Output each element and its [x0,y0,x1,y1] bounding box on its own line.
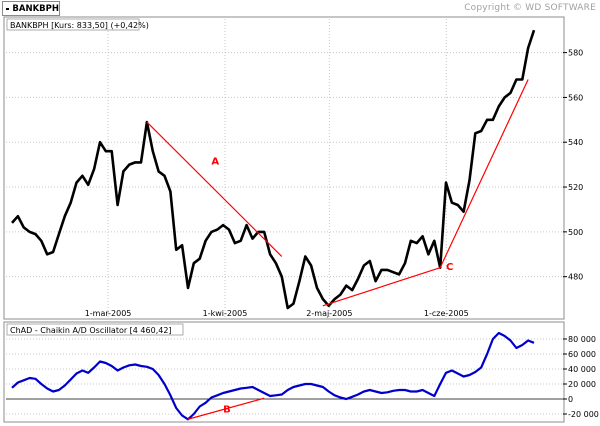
price-tick-label: 500 [568,228,583,237]
x-axis-date-label: 1-cze-2005 [424,309,469,318]
trendline[interactable] [322,267,441,307]
price-tick-label: 560 [568,93,583,102]
osc-tick-label: 0 [568,395,573,404]
top-bar: BANKBPH Copyright © WD SOFTWARE [0,0,600,18]
osc-tick-label: 60 000 [568,350,596,359]
price-x-axis: 1-mar-2005 1-kwi-2005 2-maj-2005 1-cze-2005 [85,309,469,318]
price-title-box [6,18,140,31]
trendline[interactable] [146,121,283,257]
series-line-icon [6,7,10,10]
oscillator-panel [3,321,565,423]
price-panel [3,16,565,320]
oscillator-grid [6,338,563,415]
trendline-label: A [211,157,219,168]
symbol-tab-label: BANKBPH [12,3,59,14]
osc-tick-label: 20 000 [568,380,596,389]
trendline[interactable] [187,397,265,420]
price-series [11,29,536,310]
oscillator-title-box [6,323,184,336]
oscillator-line [11,331,535,421]
oscillator-y-axis: -20 000 0 20 000 40 000 60 000 80 000 [563,335,599,419]
price-annotations: AC [211,157,453,273]
x-axis-date-label: 1-mar-2005 [85,309,132,318]
oscillator-series [11,331,535,421]
price-tick-label: 520 [568,183,583,192]
osc-tick-label: -20 000 [568,410,599,419]
symbol-tab[interactable]: BANKBPH [2,1,60,16]
oscillator-panel-title: ChAD - Chaikin A/D Oscillator [4 460,42] [10,326,172,335]
price-tick-label: 480 [568,273,583,282]
price-panel-title: BANKBPH [Kurs: 833,50] (+0,42%) [10,21,149,30]
trendline-label: B [223,405,231,416]
trendline-label: C [446,262,453,273]
price-y-axis: 480 500 520 540 560 580 [563,49,583,282]
x-axis-date-label: 1-kwi-2005 [203,309,248,318]
copyright-text: Copyright © WD SOFTWARE [464,3,596,13]
price-trendlines [146,79,529,307]
oscillator-trendlines [187,397,265,420]
price-line [11,29,536,310]
price-tick-label: 540 [568,138,583,147]
trendline[interactable] [439,79,529,268]
osc-tick-label: 80 000 [568,335,596,344]
oscillator-annotations: B [223,405,231,416]
price-tick-label: 580 [568,49,583,58]
x-axis-date-label: 2-maj-2005 [306,309,352,318]
osc-tick-label: 40 000 [568,365,596,374]
